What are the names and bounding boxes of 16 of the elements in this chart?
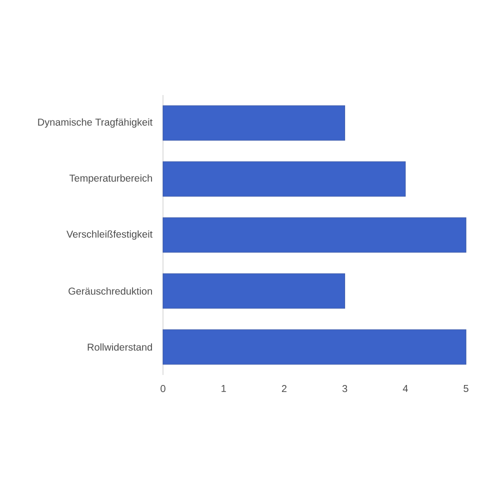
x-tick-label: 1 (222, 385, 226, 392)
x-tick-label: 4 (402, 385, 408, 392)
x-tick-label: 0 (160, 385, 166, 392)
y-tick-label: Geräuschreduktion (68, 287, 152, 295)
x-tick-label: 5 (464, 385, 468, 392)
bar (162, 217, 466, 253)
bar (162, 161, 406, 197)
y-tick-label: Temperaturbereich (69, 174, 152, 184)
bar (162, 329, 466, 365)
y-tick-label: Rollwiderstand (88, 343, 152, 351)
x-tick-label: 3 (342, 385, 348, 392)
bar (162, 105, 346, 141)
x-tick-label: 2 (282, 385, 286, 392)
y-tick-label: Verschleißfestigkeit (66, 230, 153, 240)
y-tick-label: Dynamische Tragfähigkeit (38, 118, 152, 128)
bar (162, 273, 346, 309)
